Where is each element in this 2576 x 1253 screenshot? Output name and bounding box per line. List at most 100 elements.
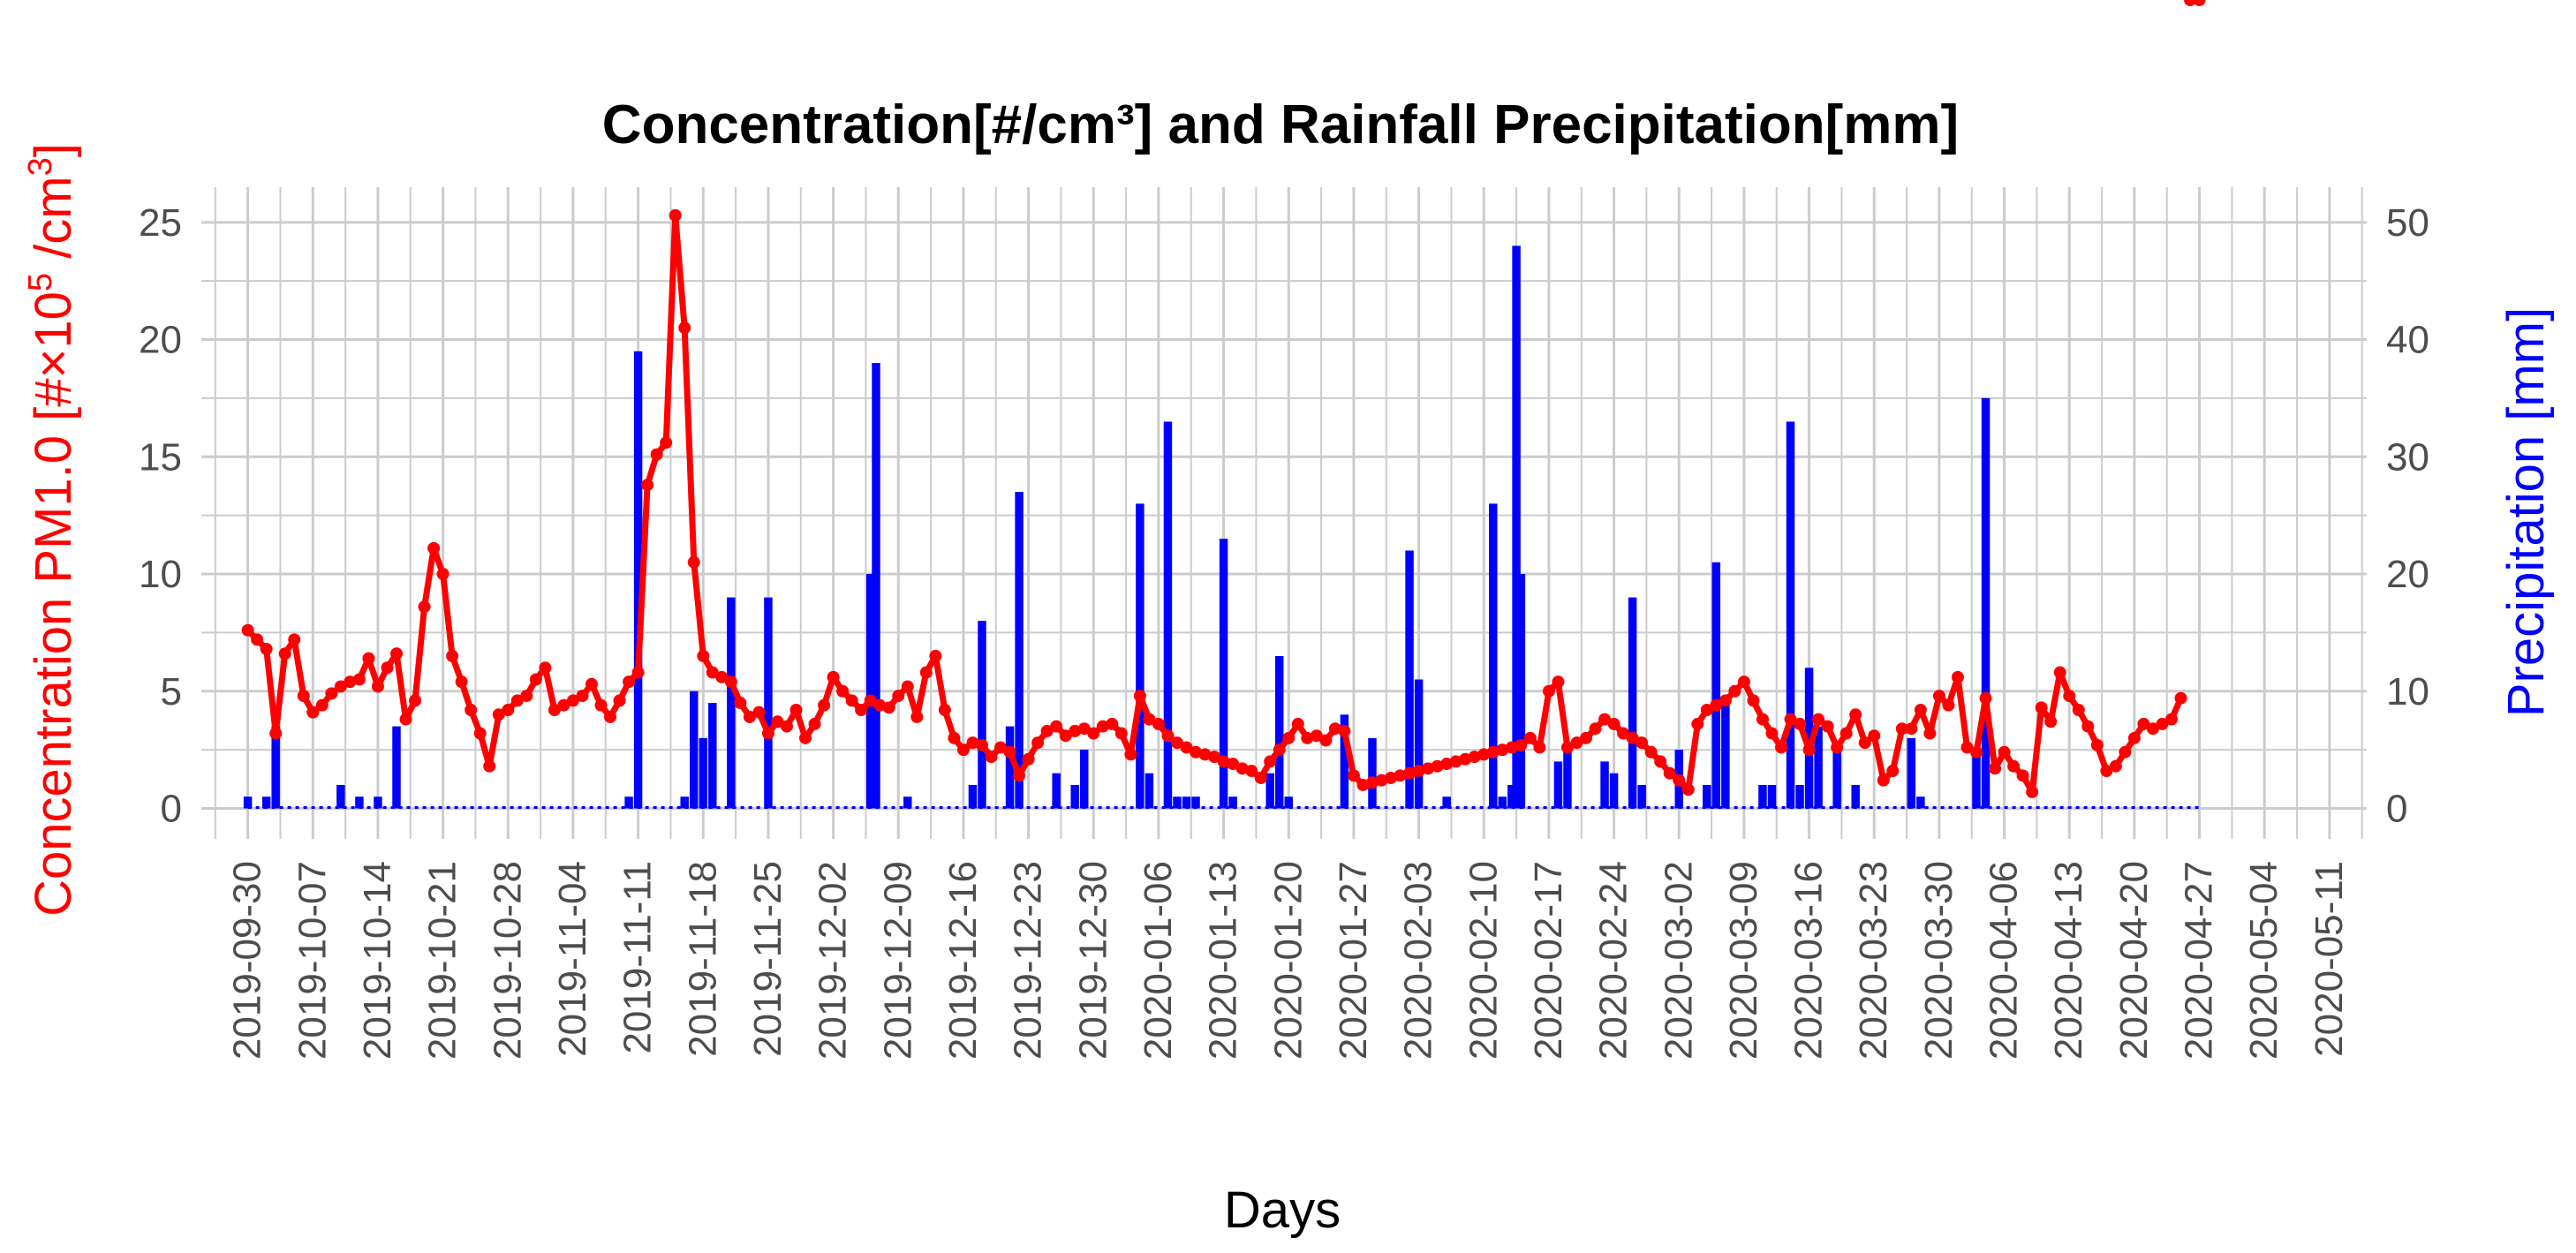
concentration-point bbox=[436, 568, 449, 581]
x-tick-label: 2020-03-02 bbox=[1657, 861, 1700, 1060]
concentration-point bbox=[1013, 769, 1026, 782]
precipitation-bar bbox=[633, 351, 643, 809]
concentration-point bbox=[1143, 713, 1156, 726]
concentration-point bbox=[669, 208, 682, 222]
concentration-point bbox=[938, 703, 951, 716]
precipitation-bar bbox=[1228, 796, 1237, 809]
y-left-tick-label: 0 bbox=[161, 787, 182, 830]
precipitation-bar bbox=[1553, 761, 1563, 809]
y-right-tick-label: 50 bbox=[2386, 201, 2429, 245]
concentration-point bbox=[660, 436, 673, 449]
concentration-point bbox=[2026, 785, 2039, 798]
concentration-point bbox=[1700, 703, 1713, 716]
y-right-tick-label: 20 bbox=[2386, 553, 2429, 596]
concentration-point bbox=[706, 666, 719, 679]
precipitation-bar bbox=[1711, 562, 1721, 809]
concentration-point bbox=[576, 690, 589, 703]
concentration-point bbox=[502, 703, 515, 716]
concentration-point bbox=[1365, 776, 1379, 789]
precipitation-bar bbox=[764, 597, 773, 809]
x-tick-label: 2019-11-04 bbox=[551, 861, 594, 1057]
concentration-point bbox=[1775, 741, 1788, 754]
concentration-point bbox=[539, 661, 552, 675]
concentration-point bbox=[1106, 717, 1119, 730]
x-tick-label: 2019-11-11 bbox=[616, 861, 660, 1054]
x-tick-label: 2020-02-24 bbox=[1592, 861, 1635, 1060]
concentration-point bbox=[1227, 758, 1240, 771]
concentration-point bbox=[1161, 729, 1175, 743]
concentration-point bbox=[1821, 720, 1834, 733]
concentration-point bbox=[260, 642, 273, 655]
concentration-point bbox=[2007, 759, 2021, 773]
concentration-point bbox=[1245, 765, 1258, 778]
concentration-point bbox=[1282, 731, 1296, 744]
x-tick-label: 2019-10-21 bbox=[421, 861, 465, 1060]
concentration-point bbox=[789, 703, 803, 716]
concentration-point bbox=[1180, 741, 1193, 754]
concentration-point bbox=[948, 731, 961, 744]
concentration-point bbox=[1022, 752, 1035, 766]
precipitation-bar bbox=[1340, 714, 1349, 809]
precipitation-bar bbox=[355, 796, 364, 809]
concentration-point bbox=[2165, 713, 2179, 726]
precipitation-bar bbox=[624, 796, 633, 809]
y-right-tick-label: 10 bbox=[2386, 670, 2429, 713]
x-tick-label: 2019-12-16 bbox=[941, 861, 985, 1060]
concentration-point bbox=[1802, 743, 1816, 757]
concentration-point bbox=[1905, 722, 1918, 736]
concentration-point bbox=[1431, 759, 1444, 773]
concentration-point bbox=[929, 649, 942, 662]
x-tick-label: 2020-02-17 bbox=[1527, 861, 1570, 1060]
concentration-point bbox=[1542, 684, 1555, 698]
concentration-point bbox=[1747, 694, 1760, 707]
precipitation-bar bbox=[1080, 750, 1089, 809]
concentration-point bbox=[492, 708, 505, 721]
precipitation-bar bbox=[903, 796, 912, 809]
concentration-point bbox=[1617, 727, 1630, 740]
x-tick-label: 2020-02-03 bbox=[1397, 861, 1440, 1060]
precipitation-bar bbox=[1136, 503, 1144, 809]
concentration-point bbox=[827, 670, 840, 683]
concentration-point bbox=[1375, 774, 1388, 787]
concentration-point bbox=[1951, 670, 1964, 683]
concentration-point bbox=[1681, 783, 1695, 796]
precipitation-bar bbox=[872, 363, 880, 809]
x-tick-label: 2019-09-30 bbox=[226, 861, 269, 1060]
concentration-point bbox=[1133, 690, 1146, 703]
precipitation-bar bbox=[1405, 550, 1414, 809]
concentration-point bbox=[1849, 708, 1862, 721]
x-tick-label: 2019-10-07 bbox=[291, 861, 334, 1060]
precipitation-bar bbox=[1498, 796, 1507, 809]
concentration-point bbox=[780, 720, 793, 733]
concentration-point bbox=[399, 713, 412, 726]
concentration-point bbox=[1998, 745, 2011, 759]
precipitation-bar bbox=[1507, 784, 1516, 809]
concentration-point bbox=[325, 687, 338, 700]
x-tick-label: 2020-04-20 bbox=[2112, 861, 2156, 1060]
concentration-point bbox=[836, 684, 850, 698]
concentration-point bbox=[901, 680, 914, 693]
x-tick-label: 2020-02-10 bbox=[1462, 861, 1505, 1060]
concentration-point bbox=[845, 694, 858, 707]
concentration-point bbox=[1580, 731, 1593, 744]
concentration-point bbox=[1691, 717, 1704, 730]
concentration-point bbox=[873, 698, 887, 712]
concentration-line bbox=[241, 0, 2206, 798]
concentration-point bbox=[1756, 713, 1769, 726]
y-axis-left-title-sup2: 3 bbox=[22, 157, 59, 176]
chart-title: Concentration[#/cm³] and Rainfall Precip… bbox=[602, 94, 1959, 155]
concentration-point bbox=[446, 649, 459, 662]
concentration-point bbox=[2016, 769, 2029, 782]
concentration-point bbox=[1505, 741, 1518, 754]
concentration-point bbox=[910, 710, 924, 723]
x-axis-title: Days bbox=[1224, 1181, 1341, 1239]
concentration-point bbox=[389, 647, 403, 660]
precipitation-bar bbox=[1758, 784, 1767, 809]
concentration-point bbox=[1087, 727, 1100, 740]
concentration-point bbox=[1338, 724, 1351, 737]
concentration-point bbox=[2146, 722, 2159, 736]
concentration-point bbox=[1264, 755, 1277, 768]
concentration-point bbox=[278, 647, 291, 660]
y-right-tick-label: 30 bbox=[2386, 435, 2429, 479]
concentration-point bbox=[1254, 771, 1267, 784]
